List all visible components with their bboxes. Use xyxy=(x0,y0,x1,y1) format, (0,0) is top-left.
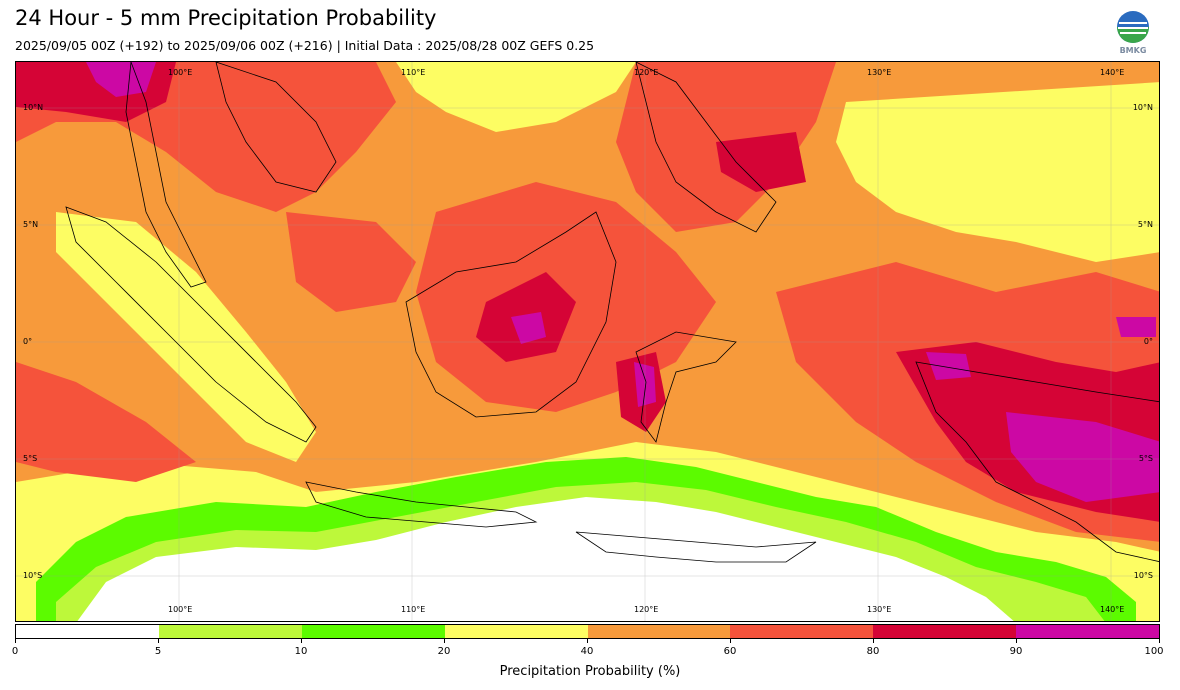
band-90-100-e xyxy=(1006,412,1159,502)
lat-label-left-0: 0° xyxy=(23,337,33,346)
colorbar-label-10: 10 xyxy=(294,646,308,657)
colorbar-segment-80-90 xyxy=(873,625,1017,638)
lon-label-bottom-120e: 120°E xyxy=(634,605,659,614)
band-20-40-east xyxy=(836,82,1159,262)
band-0-5 xyxy=(77,497,1014,621)
graticule xyxy=(16,62,1159,621)
coast-java xyxy=(305,481,538,528)
map-canvas xyxy=(16,62,1159,621)
colorbar-tick xyxy=(301,639,302,643)
colorbar-segment-40-60 xyxy=(587,625,731,638)
colorbar-tick xyxy=(444,639,445,643)
lon-label-bottom-110e: 110°E xyxy=(401,605,426,614)
colorbar-tick xyxy=(1016,639,1017,643)
lon-label-bottom-100e: 100°E xyxy=(168,605,193,614)
colorbar-title-row: Precipitation Probability (%) xyxy=(0,664,1180,679)
coast-indochina xyxy=(215,62,337,193)
coast-lesser-sunda xyxy=(575,531,817,563)
lon-label-top-110e: 110°E xyxy=(401,68,426,77)
chart-subtitle: 2025/09/05 00Z (+192) to 2025/09/06 00Z … xyxy=(15,38,595,53)
lat-label-right-10n: 10°N xyxy=(1132,103,1153,112)
lon-label-top-100e: 100°E xyxy=(168,68,193,77)
colorbar-label-20: 20 xyxy=(437,646,451,657)
colorbar-label-40: 40 xyxy=(580,646,594,657)
band-20-40-north xyxy=(396,62,636,132)
colorbar xyxy=(15,624,1160,639)
bmkg-logo: BMKG xyxy=(1112,10,1154,56)
lat-label-right-5n: 5°N xyxy=(1137,220,1153,229)
lat-label-right-10s: 10°S xyxy=(1133,571,1153,580)
band-90-100-d xyxy=(926,352,971,380)
lat-label-left-10n: 10°N xyxy=(23,103,44,112)
lat-label-left-5n: 5°N xyxy=(23,220,39,229)
coast-sumatra xyxy=(65,206,317,443)
colorbar-segment-10-20 xyxy=(301,625,445,638)
colorbar-label-5: 5 xyxy=(154,646,162,657)
lon-label-bottom-140e: 140°E xyxy=(1100,605,1125,614)
colorbar-label-90: 90 xyxy=(1009,646,1023,657)
lon-label-bottom-130e: 130°E xyxy=(867,605,892,614)
lat-label-left-10s: 10°S xyxy=(23,571,43,580)
coast-malay-peninsula xyxy=(125,62,207,288)
lon-label-top-130e: 130°E xyxy=(867,68,892,77)
colorbar-tick xyxy=(587,639,588,643)
colorbar-tick xyxy=(158,639,159,643)
svg-text:BMKG: BMKG xyxy=(1120,46,1147,55)
coast-sulawesi xyxy=(635,331,737,443)
precipitation-map: 100°E 110°E 120°E 130°E 140°E 100°E 110°… xyxy=(15,61,1160,622)
band-60-80-f xyxy=(286,212,416,312)
colorbar-label-0: 0 xyxy=(11,646,19,657)
colorbar-segment-90-100 xyxy=(1016,625,1159,638)
lon-label-top-120e: 120°E xyxy=(634,68,659,77)
coast-new-guinea xyxy=(915,361,1159,562)
colorbar-segment-0-5 xyxy=(16,625,159,638)
coast-philippines xyxy=(635,62,777,233)
coast-borneo xyxy=(405,211,617,418)
colorbar-tick xyxy=(15,639,16,643)
colorbar-label-60: 60 xyxy=(723,646,737,657)
band-90-100-f xyxy=(1116,317,1156,337)
coastlines xyxy=(65,62,1159,563)
chart-title: 24 Hour - 5 mm Precipitation Probability xyxy=(15,6,437,30)
band-90-100-a xyxy=(86,62,156,97)
colorbar-tick xyxy=(730,639,731,643)
lat-label-left-5s: 5°S xyxy=(23,454,38,463)
band-80-90-e xyxy=(716,132,806,192)
band-90-100-b xyxy=(511,312,546,344)
lat-label-right-0: 0° xyxy=(1143,337,1153,346)
colorbar-segment-60-80 xyxy=(730,625,874,638)
lat-label-right-5s: 5°S xyxy=(1138,454,1153,463)
colorbar-label-100: 100 xyxy=(1144,646,1164,657)
colorbar-segment-20-40 xyxy=(444,625,588,638)
colorbar-tick xyxy=(1159,639,1160,643)
colorbar-tick xyxy=(873,639,874,643)
colorbar-segment-5-10 xyxy=(158,625,302,638)
band-60-80-e xyxy=(16,362,196,482)
band-20-40-sumatra xyxy=(56,212,316,462)
lon-label-top-140e: 140°E xyxy=(1100,68,1125,77)
colorbar-title: Precipitation Probability (%) xyxy=(499,664,681,679)
colorbar-label-80: 80 xyxy=(866,646,880,657)
